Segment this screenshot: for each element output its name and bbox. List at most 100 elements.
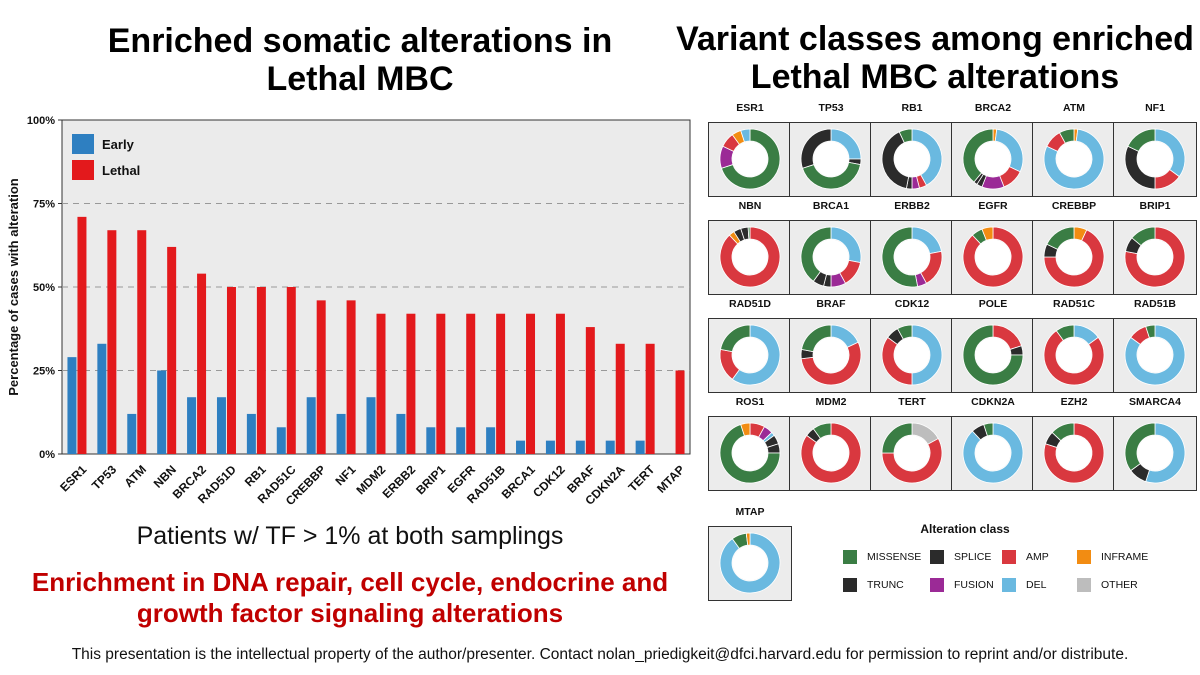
donut-hole [813,141,849,177]
donut-mtap: MTAP [708,506,792,601]
bar-chart: 0% 25% 50% 75% 100% Percentage of cases with … [6,115,691,508]
donut-gene-label: NBN [738,200,762,212]
donut-gene-label: BRCA1 [812,200,850,212]
legend-label: TRUNC [867,579,904,591]
donut-smarca4: SMARCA4 [1113,396,1197,491]
y-tick-label: 25% [33,366,55,378]
slice-missense [812,422,832,439]
bar-early-atm [127,413,137,454]
donut-gene-label: POLE [978,298,1008,310]
legend-label: INFRAME [1101,551,1149,563]
slice-missense [1051,422,1075,442]
bar-early-nbn [157,370,167,454]
bar-early-mdm2 [366,397,376,454]
bar-early-brip1 [426,427,436,454]
slice-missense [1124,422,1156,472]
slice-amp [1043,229,1105,288]
donut-gene-label: TERT [898,396,926,408]
slice-missense [1046,226,1075,250]
donut-gene-label: CDKN2A [971,396,1015,408]
slice-del [1124,324,1186,386]
donut-cdkn2a: CDKN2A [951,396,1035,491]
donut-hole [1056,337,1092,373]
slice-missense [1059,128,1075,144]
bar-early-cdk12 [545,440,555,454]
slice-amp [800,341,862,386]
donut-hole [975,337,1011,373]
donut-hole [975,141,1011,177]
donut-rad51d: RAD51D [708,298,792,393]
donut-hole [894,141,930,177]
donut-brca2: BRCA2 [951,102,1035,197]
legend-swatch [930,550,944,564]
bar-lethal-nf1 [346,300,356,454]
slice-missense [962,128,994,183]
donut-rb1: RB1 [870,102,954,197]
donut-tert: TERT [870,396,954,491]
donut-mdm2: MDM2 [789,396,873,491]
slice-missense [897,324,913,340]
x-tick-label: NF1 [333,462,359,488]
bar-lethal-erbb2 [406,313,416,454]
slice-missense [962,324,1024,386]
donut-crebbp: CREBBP [1032,200,1116,295]
slice-missense [983,422,994,437]
bar-lethal-esr1 [77,216,87,454]
donut-rad51c: RAD51C [1032,298,1116,393]
legend-label: FUSION [954,579,994,591]
slice-missense [1055,324,1075,341]
donut-gene-label: ESR1 [736,102,764,114]
slice-missense [719,423,781,484]
legend-label: DEL [1026,579,1047,591]
donut-nbn: NBN [708,200,792,295]
donut-erbb2: ERBB2 [870,200,954,295]
slice-missense [1131,226,1156,247]
bar-early-esr1 [67,357,77,454]
donut-gene-label: BRAF [816,298,846,310]
donut-nf1: NF1 [1113,102,1197,197]
donut-gene-label: NF1 [1145,102,1165,114]
donut-hole [813,337,849,373]
bar-lethal-brca2 [197,273,207,454]
bar-early-rad51d [216,397,226,454]
slice-missense [1145,324,1156,339]
bar-lethal-egfr [466,313,476,454]
donut-esr1: ESR1 [708,102,792,197]
y-tick-label: 75% [33,199,55,211]
bar-early-tert [635,440,645,454]
donut-hole [975,239,1011,275]
donut-gene-label: EZH2 [1060,396,1088,408]
slice-missense [881,422,913,454]
slice-amp [1043,330,1105,386]
legend-swatch [1077,578,1091,592]
legend-label: SPLICE [954,551,992,563]
bar-early-braf [575,440,585,454]
donut-brca1: BRCA1 [789,200,873,295]
alteration-class-legend: Alteration class MISSENSE SPLICE AMP INFRAM… [835,522,1148,602]
slice-missense [801,324,832,353]
bar-lethal-brca1 [526,313,536,454]
donut-hole [732,141,768,177]
donut-hole [1056,239,1092,275]
bar-early-cdkn2a [605,440,615,454]
slice-amp [962,226,1024,288]
x-tick-label: TERT [625,462,658,495]
donut-hole [1056,435,1092,471]
donut-rad51b: RAD51B [1113,298,1197,393]
bar-early-nf1 [336,413,346,454]
donut-hole [1137,239,1173,275]
bar-lethal-mdm2 [376,313,386,454]
slice-del [731,324,781,386]
bar-lethal-atm [137,230,147,454]
donut-gene-label: RAD51C [1052,298,1095,310]
legend-label: AMP [1026,551,1049,563]
bar-early-rad51b [486,427,496,454]
legend-swatch-early [72,134,94,154]
donut-hole [894,337,930,373]
slice-del [962,422,1024,484]
slice-missense [720,324,751,353]
donut-hole [975,435,1011,471]
donut-gene-label: BRCA2 [974,102,1012,114]
x-tick-label: TP53 [89,462,119,492]
donut-gene-label: TP53 [818,102,844,114]
